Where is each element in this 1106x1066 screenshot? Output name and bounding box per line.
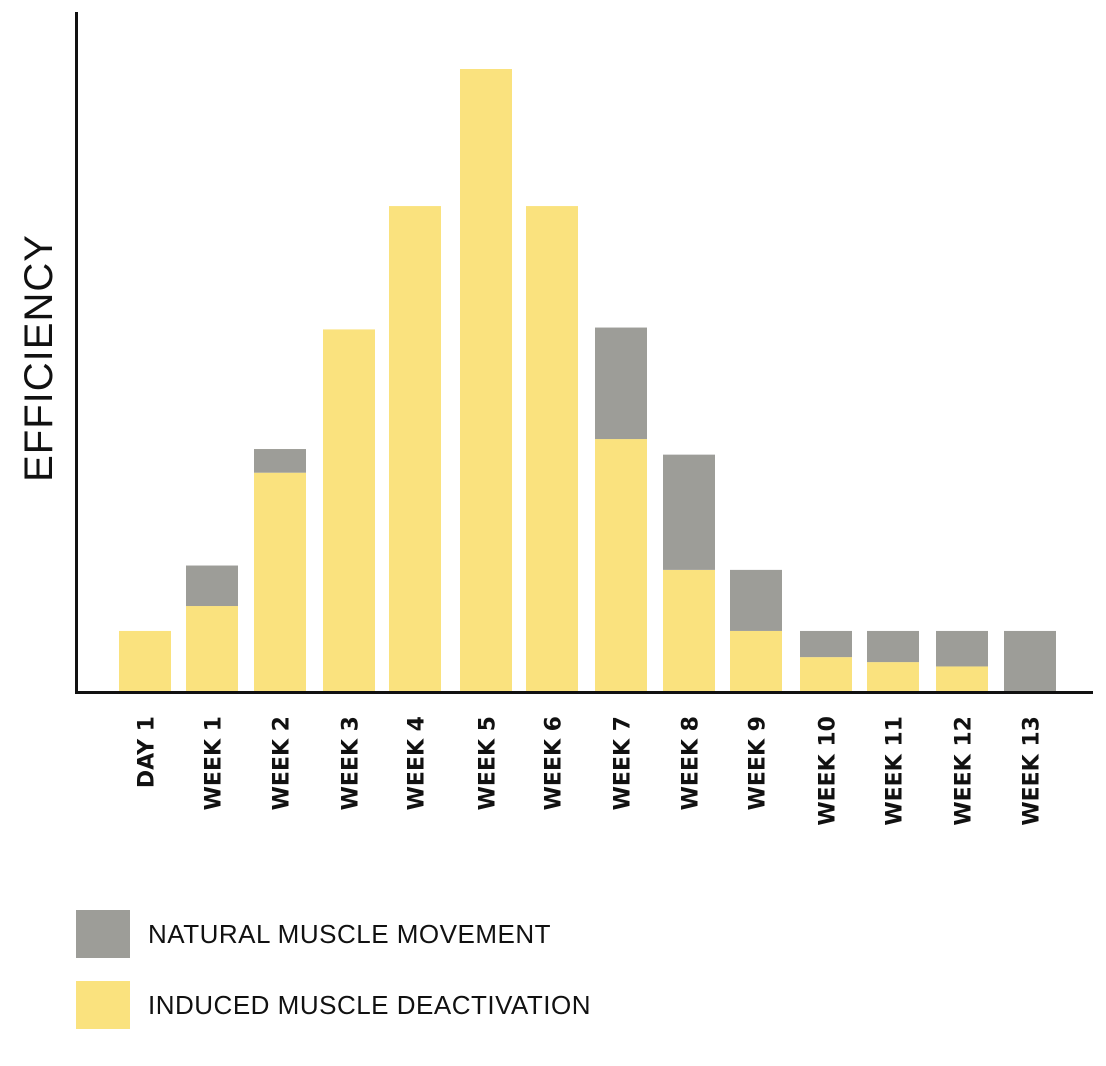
bar-week-12-induced xyxy=(936,666,988,692)
bar-week-11-natural xyxy=(867,630,919,663)
bar-week-10-natural xyxy=(800,630,852,658)
x-tick-week-6: WEEK 6 xyxy=(542,716,567,810)
bar-week-7-natural xyxy=(595,327,647,440)
x-tick-week-7: WEEK 7 xyxy=(611,716,636,810)
x-tick-week-5: WEEK 5 xyxy=(476,716,501,810)
x-tick-week-1: WEEK 1 xyxy=(202,716,227,810)
bar-week-8-natural xyxy=(663,454,715,570)
bar-week-2-natural xyxy=(254,449,306,473)
legend-item-natural: NATURAL MUSCLE MOVEMENT xyxy=(76,910,591,958)
bar-week-3-induced xyxy=(323,329,375,692)
bar-week-11-induced xyxy=(867,662,919,692)
bar-week-10-induced xyxy=(800,657,852,692)
x-tick-week-9: WEEK 9 xyxy=(746,716,771,810)
x-tick-labels: DAY 1 WEEK 1 WEEK 2 WEEK 3 WEEK 4 WEEK 5 WEEK … xyxy=(135,716,1045,826)
bar-week-1-induced xyxy=(186,606,238,692)
bars-group xyxy=(119,69,1056,692)
x-tick-week-13: WEEK 13 xyxy=(1020,716,1045,826)
x-tick-week-12: WEEK 12 xyxy=(952,716,977,826)
bar-week-5-induced xyxy=(460,69,512,692)
bar-week-9-natural xyxy=(730,569,782,631)
bar-week-9-induced xyxy=(730,630,782,692)
bar-week-4-induced xyxy=(389,206,441,692)
bar-week-8-induced xyxy=(663,569,715,692)
x-tick-week-3: WEEK 3 xyxy=(339,716,364,810)
legend: NATURAL MUSCLE MOVEMENT INDUCED MUSCLE D… xyxy=(76,910,591,1052)
bar-chart: EFFICIENCY DAY 1 WEEK 1 WEEK 2 WEEK 3 WEEK 4… xyxy=(17,12,1093,826)
y-axis-label: EFFICIENCY xyxy=(17,234,61,482)
bar-week-6-induced xyxy=(526,206,578,692)
bar-week-2-induced xyxy=(254,472,306,692)
x-tick-day-1: DAY 1 xyxy=(135,716,160,788)
legend-item-induced: INDUCED MUSCLE DEACTIVATION xyxy=(76,981,591,1029)
x-tick-week-2: WEEK 2 xyxy=(270,716,295,810)
bar-week-7-induced xyxy=(595,439,647,692)
legend-swatch-natural xyxy=(76,910,130,958)
x-tick-week-4: WEEK 4 xyxy=(405,716,430,810)
bar-week-12-natural xyxy=(936,630,988,667)
bar-week-13-natural xyxy=(1004,630,1056,692)
x-tick-week-10: WEEK 10 xyxy=(816,716,841,826)
legend-label-induced: INDUCED MUSCLE DEACTIVATION xyxy=(148,989,592,1020)
legend-swatch-induced xyxy=(76,981,130,1029)
x-tick-week-8: WEEK 8 xyxy=(679,716,704,810)
bar-week-1-natural xyxy=(186,565,238,607)
bar-day-1-induced xyxy=(119,630,171,692)
x-tick-week-11: WEEK 11 xyxy=(883,716,908,826)
legend-label-natural: NATURAL MUSCLE MOVEMENT xyxy=(148,918,551,949)
